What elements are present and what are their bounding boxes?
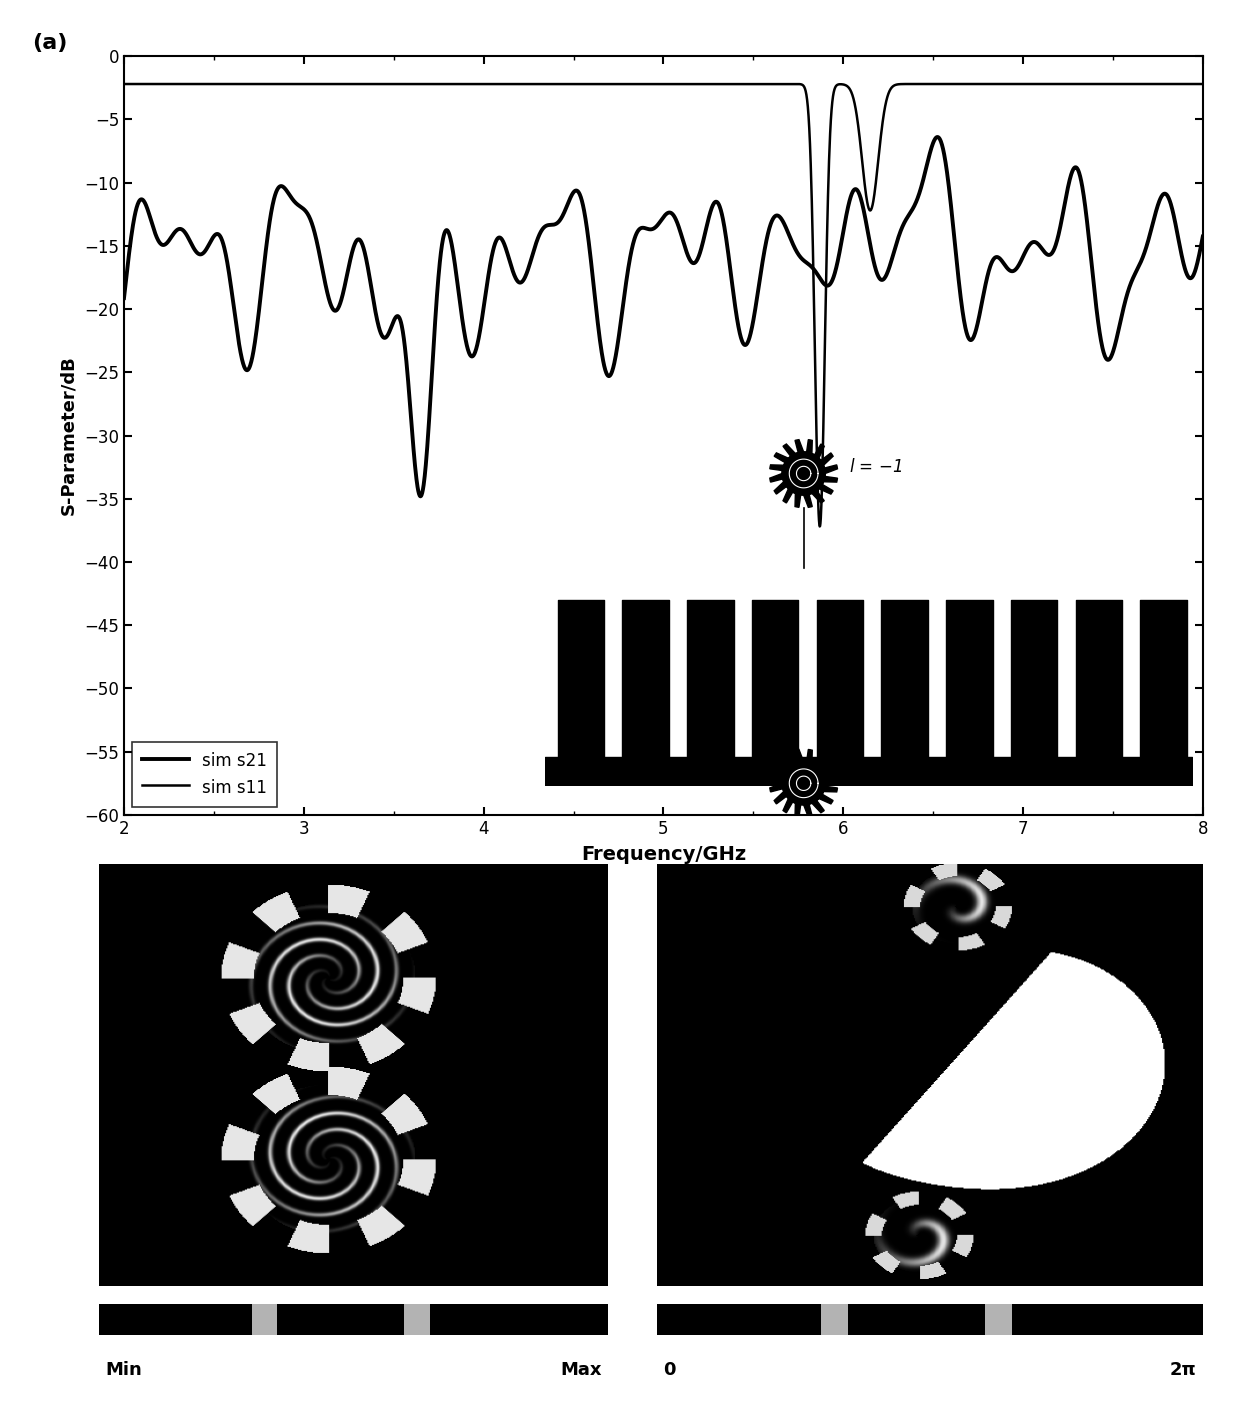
Legend: sim s21, sim s11: sim s21, sim s11 (133, 742, 278, 806)
Text: (a): (a) (32, 34, 68, 53)
Polygon shape (782, 452, 826, 495)
X-axis label: Frequency/GHz: Frequency/GHz (580, 844, 746, 864)
Text: Min: Min (105, 1361, 143, 1378)
Text: 2π: 2π (1169, 1361, 1197, 1378)
Text: Max: Max (560, 1361, 601, 1378)
Text: $l$ = 1: $l$ = 1 (848, 769, 888, 785)
Y-axis label: S-Parameter/dB: S-Parameter/dB (60, 355, 77, 516)
Text: $l$ = $-$1: $l$ = $-$1 (848, 458, 901, 476)
Text: 0: 0 (663, 1361, 676, 1378)
Polygon shape (770, 440, 837, 507)
Polygon shape (782, 762, 826, 805)
Polygon shape (770, 749, 837, 818)
